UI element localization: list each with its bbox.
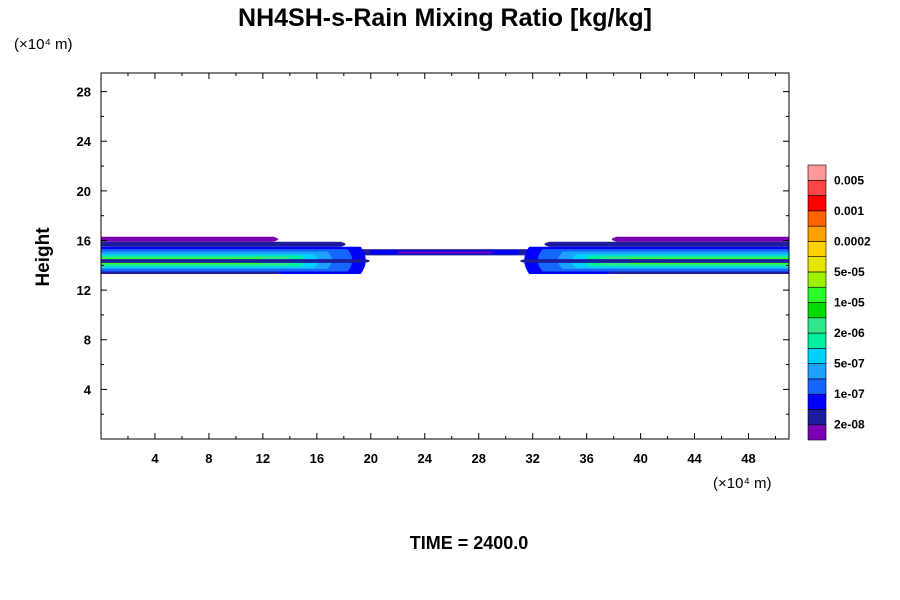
y-axis-unit-label: (×10⁴ m) (14, 36, 73, 53)
colorbar-swatch (807, 210, 827, 227)
contour-lower-layer (101, 259, 370, 263)
contour-lower-layer (101, 271, 283, 274)
colorbar-swatch (807, 271, 827, 288)
x-tick-label: 16 (310, 451, 324, 466)
colorbar-label: 2e-06 (834, 326, 865, 340)
contour-thin-layer (611, 236, 789, 242)
y-tick-label: 16 (77, 233, 91, 248)
colorbar-swatch (807, 393, 827, 410)
colorbar-label: 1e-05 (834, 296, 865, 310)
contour-thin-layer (101, 241, 346, 247)
x-tick-label: 32 (525, 451, 539, 466)
y-tick-label: 12 (77, 283, 91, 298)
x-tick-label: 36 (579, 451, 593, 466)
y-tick-label: 8 (84, 333, 91, 348)
x-tick-label: 28 (471, 451, 485, 466)
colorbar-label: 5e-05 (834, 265, 865, 279)
colorbar-label: 2e-08 (834, 418, 865, 432)
x-axis-unit-label: (×10⁴ m) (713, 475, 772, 492)
colorbar-swatch (807, 317, 827, 334)
colorbar-label: 0.005 (834, 173, 864, 187)
colorbar-label: 1e-07 (834, 387, 865, 401)
colorbar-swatch (807, 286, 827, 303)
colorbar-swatch (807, 195, 827, 212)
y-tick-label: 28 (77, 85, 91, 100)
colorbar-swatch (807, 363, 827, 380)
colorbar-swatch (807, 424, 827, 441)
colorbar-swatch (807, 225, 827, 242)
y-tick-label: 24 (77, 134, 92, 149)
y-tick-label: 20 (77, 184, 91, 199)
x-axis-ticks: 4 8 12 16 20 24 28 32 36 40 44 48 (127, 73, 777, 466)
contour-central-sheet (397, 251, 493, 254)
colorbar-swatch (807, 164, 827, 181)
colorbar-swatch (807, 302, 827, 319)
time-label: TIME = 2400.0 (410, 533, 529, 553)
colorbar-swatch (807, 378, 827, 395)
contour-lower-layer (520, 259, 789, 263)
colorbar-swatch (807, 241, 827, 257)
x-tick-label: 20 (364, 451, 378, 466)
x-tick-label: 48 (741, 451, 755, 466)
x-tick-label: 8 (205, 451, 212, 466)
contour-field (101, 236, 789, 274)
colorbar-swatch (807, 348, 827, 364)
colorbar-swatch (807, 256, 827, 273)
contour-lower-layer (607, 271, 789, 274)
chart-title: NH4SH-s-Rain Mixing Ratio [kg/kg] (238, 4, 652, 32)
x-tick-label: 12 (256, 451, 270, 466)
colorbar-label: 0.001 (834, 204, 864, 218)
x-tick-label: 40 (633, 451, 647, 466)
contour-thin-layer (101, 236, 279, 242)
colorbar-swatch (807, 179, 827, 196)
colorbar-label: 0.0002 (834, 234, 871, 248)
x-tick-label: 24 (418, 451, 433, 466)
colorbar: 2e-08 1e-07 5e-07 2e-06 1e-05 5e-05 0.0002 0.00… (807, 164, 871, 441)
contour-thin-layer (544, 241, 789, 247)
plot-frame (100, 72, 790, 440)
colorbar-swatch (807, 409, 827, 426)
colorbar-swatch (807, 332, 827, 349)
y-axis-ticks: 4 8 12 16 20 24 28 (77, 85, 789, 415)
y-tick-label: 4 (84, 382, 92, 397)
y-axis-label: Height (33, 227, 54, 287)
x-tick-label: 4 (151, 451, 159, 466)
x-tick-label: 44 (687, 451, 702, 466)
colorbar-label: 5e-07 (834, 357, 865, 371)
